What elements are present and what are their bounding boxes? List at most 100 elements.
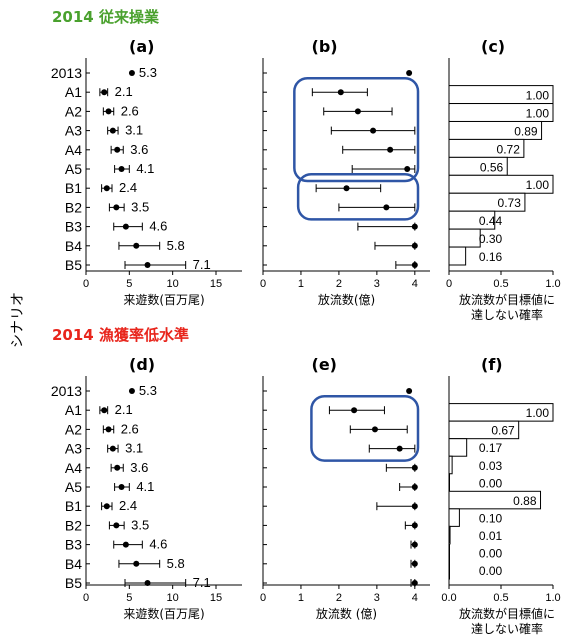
data-label: 7.1 bbox=[193, 257, 211, 272]
data-point bbox=[133, 242, 140, 249]
x-tick-label: 0 bbox=[83, 592, 89, 604]
panel-label: (d) bbox=[129, 355, 155, 374]
y-axis-label: シナリオ bbox=[10, 292, 26, 348]
x-tick-label: 10 bbox=[167, 592, 179, 604]
data-point bbox=[103, 503, 110, 510]
x-axis-label: 放流数 (億) bbox=[316, 606, 377, 621]
data-label: 3.6 bbox=[130, 142, 148, 157]
data-point bbox=[103, 185, 110, 192]
prob-label: 1.00 bbox=[526, 178, 550, 192]
section-title-low-harvest: 2014 漁獲率低水準 bbox=[52, 326, 189, 344]
data-point bbox=[406, 388, 413, 394]
data-point bbox=[411, 242, 418, 249]
data-point bbox=[411, 464, 418, 471]
data-point bbox=[354, 108, 361, 115]
prob-label: 0.03 bbox=[479, 459, 503, 473]
highlight-box bbox=[293, 76, 420, 183]
x-axis-label: 来遊数(百万尾) bbox=[123, 292, 204, 307]
data-point bbox=[383, 204, 390, 211]
prob-label: 0.88 bbox=[513, 494, 537, 508]
prob-label: 0.44 bbox=[479, 214, 503, 228]
prob-label: 0.00 bbox=[479, 564, 503, 578]
prob-label: 0.30 bbox=[479, 232, 503, 246]
prob-label: 0.89 bbox=[514, 124, 538, 138]
x-axis-label: 達しない確率 bbox=[471, 621, 543, 636]
data-label: 5.8 bbox=[167, 556, 185, 571]
scenario-label: A2 bbox=[65, 421, 82, 437]
x-tick-label: 0 bbox=[83, 278, 89, 290]
panel-b: (b) 0 1 2 3 4 放流数(億) bbox=[260, 37, 430, 307]
prob-label: 1.00 bbox=[526, 406, 550, 420]
x-tick-label: 1.0 bbox=[545, 592, 560, 604]
scenario-label: A1 bbox=[65, 84, 82, 100]
x-tick-label: 0 bbox=[260, 592, 266, 604]
panel-label: (a) bbox=[129, 37, 154, 56]
x-tick-label: 3 bbox=[374, 278, 380, 290]
data-point bbox=[411, 580, 418, 586]
scenario-label: A2 bbox=[65, 103, 82, 119]
data-point bbox=[337, 89, 344, 96]
data-label: 5.3 bbox=[139, 65, 157, 80]
x-tick-label: 0.5 bbox=[493, 592, 508, 604]
prob-label: 1.00 bbox=[526, 106, 550, 120]
scenario-label: A4 bbox=[65, 142, 82, 158]
prob-bar bbox=[448, 560, 450, 580]
data-point bbox=[118, 166, 125, 172]
data-point bbox=[411, 503, 418, 510]
x-tick-label: 3 bbox=[374, 592, 380, 604]
prob-bar bbox=[448, 420, 520, 440]
data-point bbox=[113, 204, 120, 211]
x-tick-label: 4 bbox=[412, 592, 418, 604]
data-label: 3.5 bbox=[131, 199, 149, 214]
panel-e: (e) 0 1 2 3 4 放流数 (億) bbox=[260, 355, 430, 621]
scenario-label: B2 bbox=[65, 517, 82, 533]
data-label: 2.6 bbox=[121, 103, 139, 118]
prob-bar bbox=[448, 473, 450, 492]
data-point bbox=[387, 146, 394, 153]
data-label: 4.6 bbox=[149, 219, 167, 234]
data-point bbox=[114, 146, 121, 153]
prob-label: 0.67 bbox=[491, 424, 515, 438]
prob-bar bbox=[448, 455, 453, 475]
section-title-conventional: 2014 従来操業 bbox=[52, 8, 160, 26]
highlight-box bbox=[296, 172, 420, 221]
data-point bbox=[411, 522, 418, 529]
data-point bbox=[105, 108, 112, 115]
data-point bbox=[109, 445, 116, 452]
scenario-label: 2013 bbox=[51, 383, 82, 399]
scenario-label: 2013 bbox=[51, 65, 82, 81]
prob-bar bbox=[448, 490, 542, 510]
data-label: 4.6 bbox=[149, 537, 167, 552]
data-point bbox=[113, 522, 120, 529]
data-label: 2.1 bbox=[115, 84, 133, 99]
x-tick-label: 15 bbox=[210, 592, 222, 604]
panel-label: (c) bbox=[481, 37, 505, 56]
data-label: 3.5 bbox=[131, 517, 149, 532]
scenario-label: B2 bbox=[65, 199, 82, 215]
x-tick-label: 1.0 bbox=[545, 278, 560, 290]
panel-label: (b) bbox=[312, 37, 338, 56]
data-point bbox=[411, 484, 418, 490]
scenario-label: B1 bbox=[65, 498, 82, 514]
data-point bbox=[114, 464, 121, 471]
prob-label: 0.16 bbox=[479, 250, 503, 264]
data-point bbox=[411, 223, 418, 230]
x-tick-label: 1 bbox=[298, 592, 304, 604]
data-point bbox=[122, 223, 129, 230]
scenario-label: B4 bbox=[65, 556, 82, 572]
x-tick-label: 0 bbox=[260, 278, 266, 290]
data-label: 3.1 bbox=[125, 123, 143, 138]
prob-bar bbox=[448, 525, 451, 545]
panel-label: (e) bbox=[312, 355, 337, 374]
data-label: 3.6 bbox=[130, 460, 148, 475]
data-label: 2.1 bbox=[115, 402, 133, 417]
x-tick-label: 5 bbox=[126, 278, 132, 290]
data-point bbox=[109, 127, 116, 134]
prob-label: 1.00 bbox=[526, 89, 550, 103]
scenario-label: A3 bbox=[65, 441, 82, 457]
prob-label: 0.72 bbox=[497, 142, 521, 156]
prob-bar bbox=[448, 438, 468, 457]
